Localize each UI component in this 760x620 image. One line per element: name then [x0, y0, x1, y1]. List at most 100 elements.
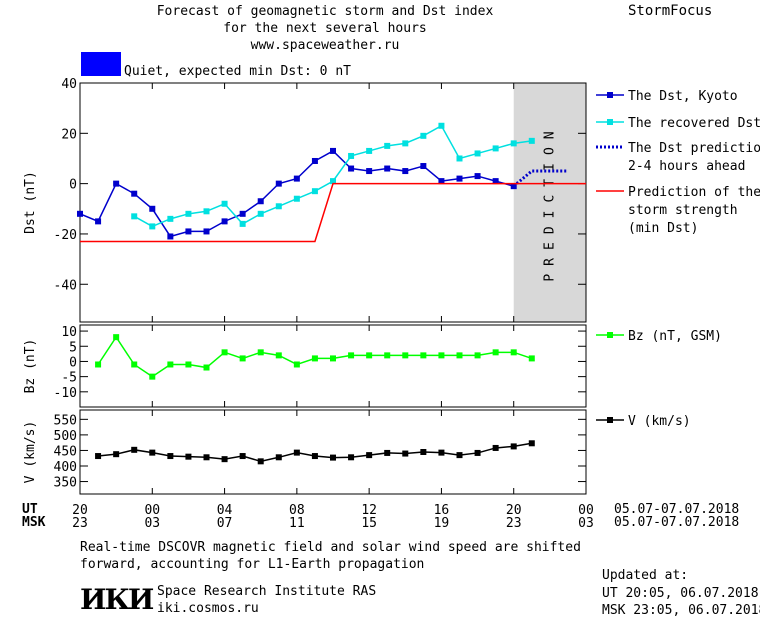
legend-label: storm strength	[628, 203, 738, 218]
data-point	[384, 165, 391, 172]
data-point	[185, 453, 192, 460]
data-point	[185, 361, 192, 368]
data-point	[402, 140, 409, 147]
legend-label: V (km/s)	[628, 414, 691, 429]
legend-label: Bz (nT, GSM)	[628, 329, 722, 344]
data-point	[366, 352, 373, 359]
ut-tick-label: 00	[144, 503, 160, 518]
data-point	[95, 218, 102, 225]
chart-title-line-1: Forecast of geomagnetic storm and Dst in…	[156, 4, 494, 19]
data-point	[311, 453, 318, 460]
y-tick-label: 450	[54, 444, 77, 459]
data-point	[510, 443, 517, 450]
data-point	[366, 452, 373, 459]
updated-ut: UT 20:05, 06.07.2018	[602, 586, 759, 601]
institute-name: Space Research Institute RAS	[157, 584, 377, 599]
y-tick-label: 0	[69, 355, 77, 370]
data-point	[456, 155, 463, 162]
msk-tick-label: 23	[506, 516, 522, 531]
data-point	[221, 349, 228, 356]
prediction-band-label: PREDICTION	[542, 123, 557, 281]
data-point	[438, 122, 445, 129]
data-point	[221, 456, 228, 463]
data-point	[203, 454, 210, 461]
y-tick-label: 20	[61, 127, 77, 142]
data-point	[384, 142, 391, 149]
data-point	[420, 132, 427, 139]
chart-title-line-2: for the next several hours	[223, 21, 427, 36]
y-tick-label: -40	[54, 278, 77, 293]
data-point	[402, 168, 409, 175]
chart-title-url[interactable]: www.spaceweather.ru	[250, 38, 400, 53]
y-tick-label: 400	[54, 460, 77, 475]
legend-label: The recovered Dst	[628, 116, 760, 131]
legend-marker	[607, 92, 613, 98]
data-point	[510, 349, 517, 356]
data-point	[239, 210, 246, 217]
data-point	[384, 352, 391, 359]
data-point	[348, 454, 355, 461]
data-point	[330, 355, 336, 362]
data-point	[167, 233, 174, 240]
ut-tick-label: 16	[434, 503, 450, 518]
data-point	[348, 352, 355, 359]
y-axis-label: Dst (nT)	[23, 171, 38, 234]
data-point	[474, 150, 481, 157]
msk-tick-label: 19	[434, 516, 450, 531]
institute-url[interactable]: iki.cosmos.ru	[157, 601, 259, 616]
data-point	[293, 195, 300, 202]
data-point	[384, 449, 391, 456]
data-point	[311, 355, 318, 362]
legend-label: The Dst prediction	[628, 141, 760, 156]
msk-date-range: 05.07-07.07.2018	[614, 515, 740, 530]
legend-marker	[607, 332, 613, 338]
note-line-1: Real-time DSCOVR magnetic field and sola…	[80, 540, 581, 555]
data-point	[528, 355, 535, 362]
data-point	[492, 145, 499, 152]
msk-tick-label: 03	[578, 516, 594, 531]
data-point	[510, 140, 517, 147]
data-point	[149, 205, 156, 212]
data-point	[366, 147, 373, 154]
y-tick-label: 550	[54, 413, 77, 428]
legend-label: 2-4 hours ahead	[628, 159, 745, 174]
legend-label: Prediction of the	[628, 185, 760, 200]
data-point	[420, 163, 427, 170]
brand-stormfocus: StormFocus	[628, 3, 713, 19]
y-tick-label: 5	[69, 340, 77, 355]
data-point	[456, 175, 463, 182]
data-point	[131, 190, 138, 197]
data-point	[221, 200, 228, 207]
data-point	[149, 449, 156, 456]
note-line-2: forward, accounting for L1-Earth propaga…	[80, 557, 425, 572]
data-point	[348, 165, 355, 172]
data-point	[77, 210, 83, 217]
y-tick-label: 350	[54, 476, 77, 491]
data-point	[438, 352, 445, 359]
data-point	[348, 152, 355, 159]
series-line	[79, 149, 514, 238]
data-point	[474, 352, 481, 359]
data-point	[492, 349, 499, 356]
data-point	[275, 454, 282, 461]
data-point	[95, 453, 102, 460]
msk-tick-label: 11	[289, 516, 305, 531]
ut-tick-label: 08	[289, 503, 305, 518]
legend-marker	[607, 417, 613, 423]
data-point	[203, 228, 210, 235]
data-point	[311, 188, 318, 195]
ut-tick-label: 20	[506, 503, 522, 518]
data-point	[113, 451, 120, 458]
y-tick-label: 40	[61, 77, 77, 92]
data-point	[330, 454, 336, 461]
data-point	[474, 173, 481, 180]
data-point	[438, 178, 445, 185]
msk-axis-label: MSK	[22, 515, 46, 530]
msk-tick-label: 07	[217, 516, 233, 531]
series-line	[80, 182, 586, 243]
data-point	[257, 198, 264, 205]
data-point	[330, 147, 336, 154]
data-point	[293, 175, 300, 182]
msk-tick-label: 03	[144, 516, 160, 531]
